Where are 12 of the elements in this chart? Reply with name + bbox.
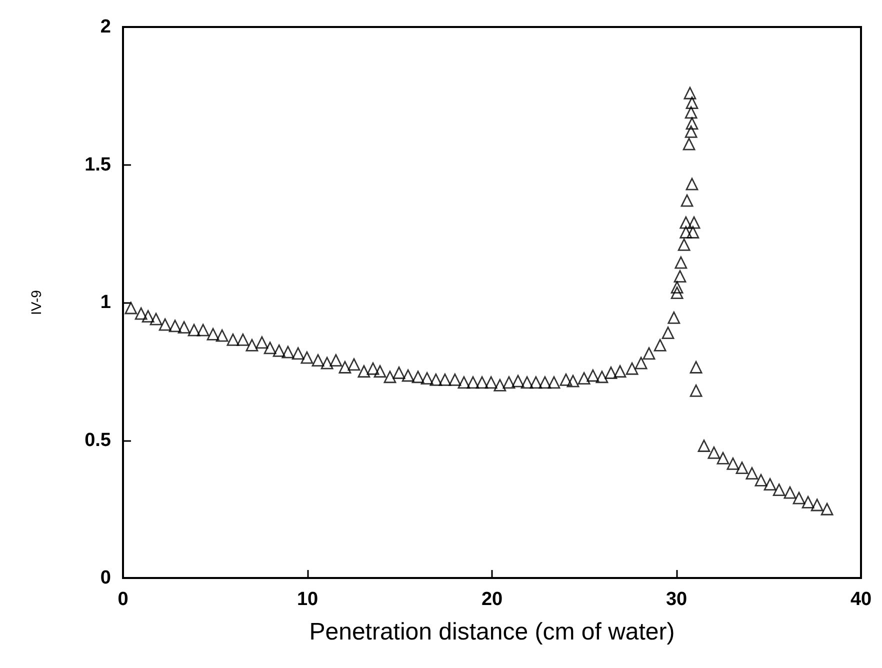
y-tick-label: 0: [100, 568, 111, 588]
x-tick-label: 0: [118, 589, 128, 610]
x-tick-label: 30: [666, 589, 688, 610]
y-tick-label: 0.5: [84, 430, 112, 451]
x-tick-label: 10: [296, 589, 318, 610]
y-axis-title: IV-9: [28, 290, 44, 315]
x-tick-label: 40: [850, 589, 872, 610]
x-tick-label: 20: [481, 589, 503, 610]
x-axis-title: Penetration distance (cm of water): [309, 618, 675, 646]
y-tick-label: 2: [100, 16, 111, 38]
y-tick-label: 1: [100, 292, 112, 313]
y-tick-label: 1.5: [84, 154, 112, 176]
